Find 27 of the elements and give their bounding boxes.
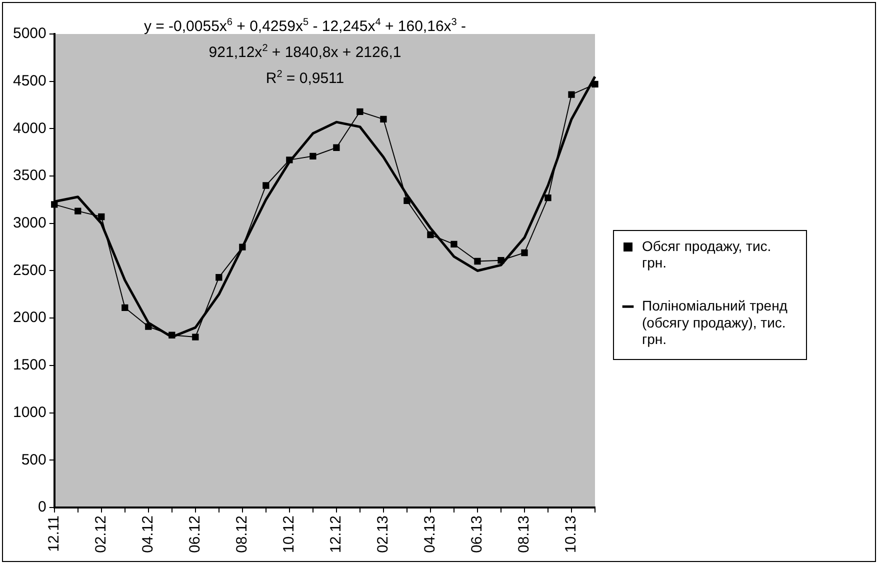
y-tick-label: 2000: [12, 309, 46, 326]
y-tick-label: 3000: [12, 214, 46, 232]
x-tick-label: 08.13: [516, 515, 533, 554]
annotation: R$^{2}$ = 0,9511: [264, 68, 346, 89]
y-tick-label: 5000: [12, 25, 46, 42]
y-tick-label: 4500: [12, 72, 46, 90]
y-tick-label: 1000: [12, 404, 46, 421]
y-tick-label: 0: [38, 498, 46, 516]
text: y = -0,0055x$^{6}$ + 0,4259x$^{5}$ - 12,245x$^{4}$ + 160,16x$^{3}$ - 921,12x$^{2}$ + 1840,8x + 2126,1: [144, 17, 466, 61]
x-tick-label: 06.12: [186, 515, 204, 554]
x-tick-label: 06.13: [468, 515, 486, 554]
x-tick-label: 12.11: [46, 515, 63, 552]
x-tick-label: 08.12: [234, 515, 251, 554]
x-tick-label: 12.12: [328, 515, 345, 554]
x-tick-label: 04.12: [140, 515, 157, 554]
x-tick-label: 10.13: [562, 515, 580, 554]
y-tick-label: 500: [21, 451, 46, 468]
legend-label: Обсяг продажу, тис. грн.: [642, 238, 772, 271]
x-tick-label: 02.13: [374, 515, 392, 554]
y-tick-label: 4000: [12, 120, 46, 137]
x-tick-label: 02.12: [92, 515, 110, 554]
x-tick-label: 10.12: [280, 515, 298, 554]
y-tick-label: 2500: [12, 262, 46, 279]
y-tick-label: 3500: [12, 167, 46, 184]
legend-label: Поліноміальний тренд (обсягу продажу), тис. грн.: [642, 297, 788, 348]
x-tick-label: 04.13: [422, 515, 439, 554]
y-tick-label: 1500: [12, 356, 46, 374]
